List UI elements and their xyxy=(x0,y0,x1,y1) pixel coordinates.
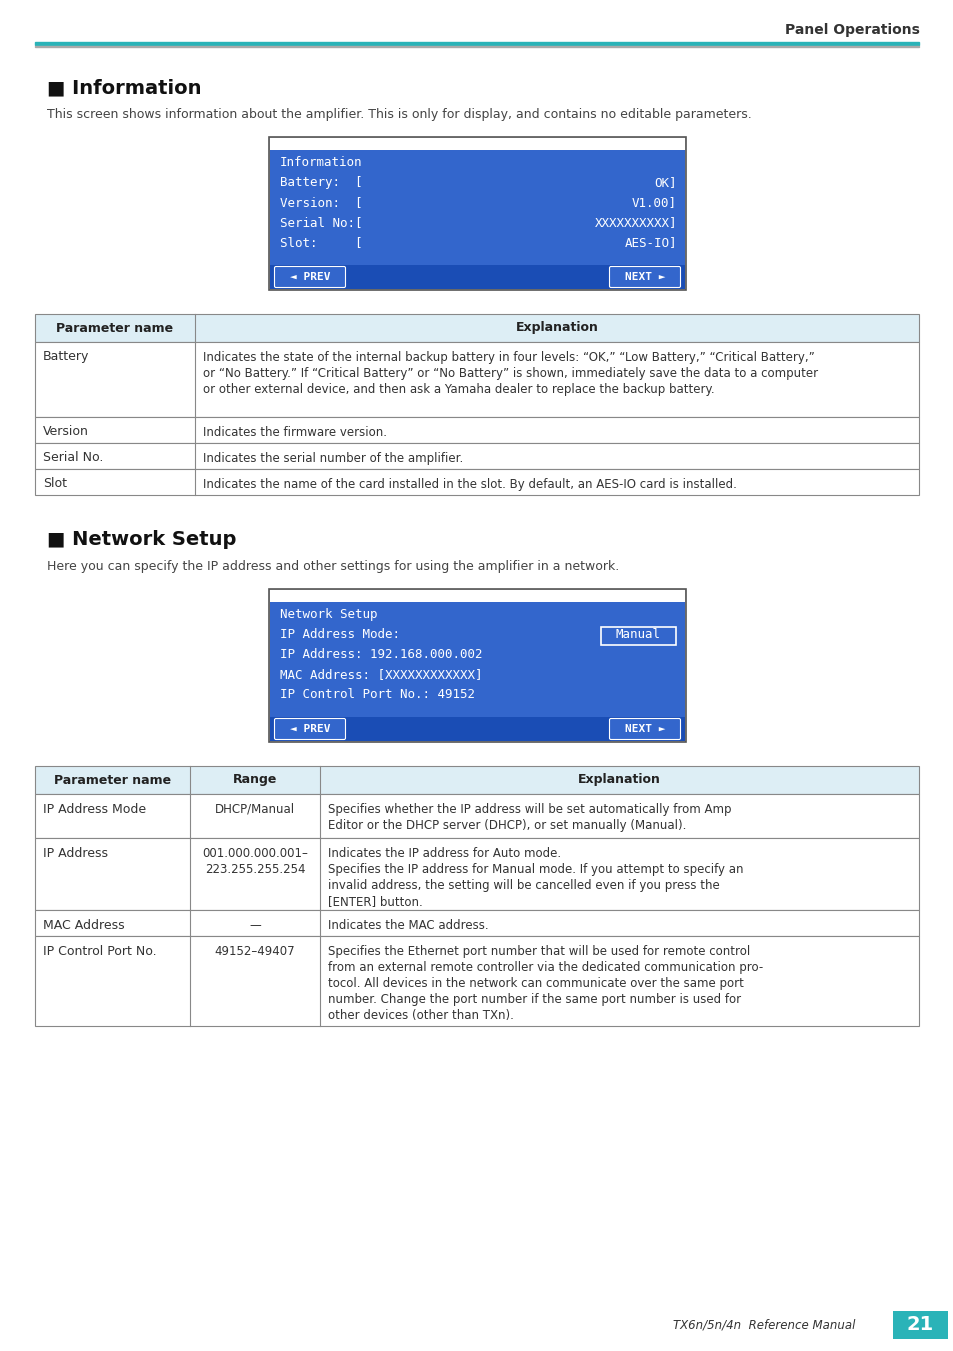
Text: NEXT ►: NEXT ► xyxy=(624,272,664,282)
Text: Indicates the name of the card installed in the slot. By default, an AES-IO card: Indicates the name of the card installed… xyxy=(203,478,736,490)
Text: Battery: Battery xyxy=(43,350,90,363)
Bar xyxy=(35,911,918,936)
Bar xyxy=(35,417,918,443)
Text: Network Setup: Network Setup xyxy=(280,608,377,621)
Text: or other external device, and then ask a Yamaha dealer to replace the backup bat: or other external device, and then ask a… xyxy=(203,382,714,396)
Text: Serial No.: Serial No. xyxy=(43,451,103,463)
FancyBboxPatch shape xyxy=(274,266,345,288)
Text: Specifies whether the IP address will be set automatically from Amp: Specifies whether the IP address will be… xyxy=(328,802,731,816)
Text: from an external remote controller via the dedicated communication pro-: from an external remote controller via t… xyxy=(328,961,762,974)
Text: This screen shows information about the amplifier. This is only for display, and: This screen shows information about the … xyxy=(47,108,751,122)
Text: Indicates the firmware version.: Indicates the firmware version. xyxy=(203,426,387,439)
Text: IP Address: 192.168.000.002: IP Address: 192.168.000.002 xyxy=(280,648,482,661)
Text: Version:  [: Version: [ xyxy=(280,196,362,209)
Bar xyxy=(269,136,685,290)
Text: ■ Information: ■ Information xyxy=(47,78,201,97)
Text: Explanation: Explanation xyxy=(515,322,598,335)
Text: Specifies the Ethernet port number that will be used for remote control: Specifies the Ethernet port number that … xyxy=(328,944,749,958)
FancyBboxPatch shape xyxy=(609,719,679,739)
Text: IP Address Mode: IP Address Mode xyxy=(43,802,146,816)
Bar xyxy=(269,589,685,742)
Bar xyxy=(600,627,676,644)
Bar xyxy=(270,590,684,603)
FancyBboxPatch shape xyxy=(274,719,345,739)
Text: DHCP/Manual: DHCP/Manual xyxy=(214,802,294,816)
FancyBboxPatch shape xyxy=(609,266,679,288)
Text: or “No Battery.” If “Critical Battery” or “No Battery” is shown, immediately sav: or “No Battery.” If “Critical Battery” o… xyxy=(203,367,818,380)
Bar xyxy=(35,469,918,494)
Text: Editor or the DHCP server (DHCP), or set manually (Manual).: Editor or the DHCP server (DHCP), or set… xyxy=(328,819,685,832)
Text: V1.00]: V1.00] xyxy=(631,196,677,209)
Text: Range: Range xyxy=(233,774,277,786)
Text: tocol. All devices in the network can communicate over the same port: tocol. All devices in the network can co… xyxy=(328,977,743,990)
Text: IP Address: IP Address xyxy=(43,847,108,861)
Text: IP Address Mode:: IP Address Mode: xyxy=(280,628,399,640)
Text: other devices (other than TXn).: other devices (other than TXn). xyxy=(328,1009,514,1021)
Bar xyxy=(35,313,918,342)
Text: 223.255.255.254: 223.255.255.254 xyxy=(205,863,305,875)
Bar xyxy=(270,138,684,150)
Text: 49152–49407: 49152–49407 xyxy=(214,944,295,958)
Text: Indicates the serial number of the amplifier.: Indicates the serial number of the ampli… xyxy=(203,453,463,465)
Text: IP Control Port No.: 49152: IP Control Port No.: 49152 xyxy=(280,688,475,701)
Text: ■ Network Setup: ■ Network Setup xyxy=(47,530,236,549)
Text: NEXT ►: NEXT ► xyxy=(624,724,664,734)
Text: 001.000.000.001–: 001.000.000.001– xyxy=(202,847,308,861)
Bar xyxy=(35,443,918,469)
Text: OK]: OK] xyxy=(654,176,677,189)
Text: Serial No:[: Serial No:[ xyxy=(280,216,362,230)
Text: Slot:     [: Slot: [ xyxy=(280,236,362,249)
Text: Explanation: Explanation xyxy=(578,774,660,786)
Text: [ENTER] button.: [ENTER] button. xyxy=(328,894,422,908)
Bar xyxy=(35,794,918,838)
Bar xyxy=(270,717,684,740)
Text: 21: 21 xyxy=(905,1316,933,1335)
Text: Specifies the IP address for Manual mode. If you attempt to specify an: Specifies the IP address for Manual mode… xyxy=(328,863,742,875)
Text: AES-IO]: AES-IO] xyxy=(624,236,677,249)
Bar xyxy=(270,150,684,265)
Bar xyxy=(270,603,684,717)
Text: XXXXXXXXXX]: XXXXXXXXXX] xyxy=(594,216,677,230)
Bar xyxy=(35,42,918,45)
Bar xyxy=(35,936,918,1025)
Text: ◄ PREV: ◄ PREV xyxy=(290,272,330,282)
Text: Indicates the state of the internal backup battery in four levels: “OK,” “Low Ba: Indicates the state of the internal back… xyxy=(203,351,814,363)
Bar xyxy=(892,1310,947,1339)
Text: Here you can specify the IP address and other settings for using the amplifier i: Here you can specify the IP address and … xyxy=(47,561,618,573)
Text: Indicates the IP address for Auto mode.: Indicates the IP address for Auto mode. xyxy=(328,847,560,861)
Text: number. Change the port number if the same port number is used for: number. Change the port number if the sa… xyxy=(328,993,740,1006)
Bar xyxy=(35,838,918,911)
Text: ◄ PREV: ◄ PREV xyxy=(290,724,330,734)
Bar xyxy=(35,342,918,417)
Text: —: — xyxy=(249,919,260,932)
Text: Slot: Slot xyxy=(43,477,67,490)
Text: Panel Operations: Panel Operations xyxy=(784,23,919,36)
Bar xyxy=(35,766,918,794)
Text: TX6n/5n/4n  Reference Manual: TX6n/5n/4n Reference Manual xyxy=(672,1319,854,1332)
Text: MAC Address: [XXXXXXXXXXXX]: MAC Address: [XXXXXXXXXXXX] xyxy=(280,667,482,681)
Text: Information: Information xyxy=(280,155,362,169)
Text: MAC Address: MAC Address xyxy=(43,919,125,932)
Text: Parameter name: Parameter name xyxy=(56,322,173,335)
Text: Manual: Manual xyxy=(615,628,659,640)
Bar xyxy=(270,265,684,289)
Text: Version: Version xyxy=(43,426,89,438)
Text: Parameter name: Parameter name xyxy=(54,774,171,786)
Text: Battery:  [: Battery: [ xyxy=(280,176,362,189)
Text: invalid address, the setting will be cancelled even if you press the: invalid address, the setting will be can… xyxy=(328,880,719,892)
Text: IP Control Port No.: IP Control Port No. xyxy=(43,944,156,958)
Text: Indicates the MAC address.: Indicates the MAC address. xyxy=(328,919,488,932)
